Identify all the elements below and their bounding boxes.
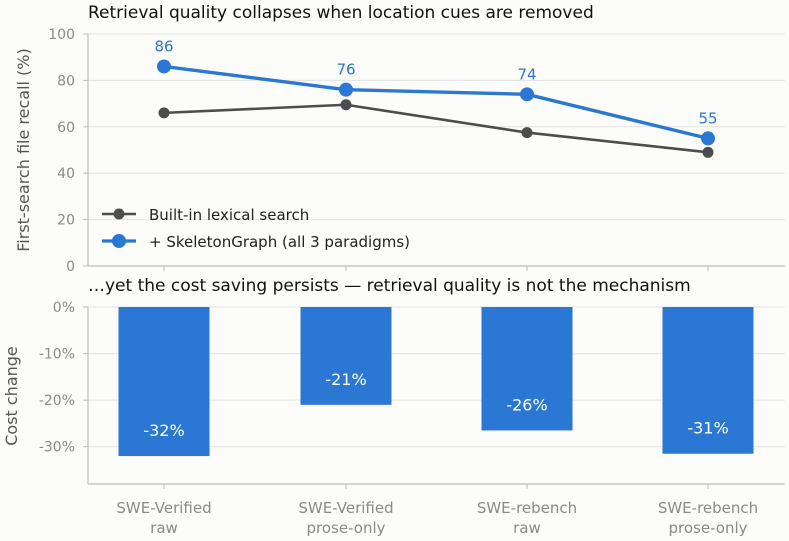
data-label: 55 — [698, 109, 717, 127]
bottom-bars: -32% -21% -26% -31% — [118, 307, 754, 457]
bottom-y-tick-label: 0% — [53, 300, 75, 316]
legend-label-lexical: Built-in lexical search — [149, 206, 309, 224]
data-point-skeleton — [701, 131, 715, 146]
top-y-tick-label: 20 — [57, 213, 75, 229]
top-chart-title: Retrieval quality collapses when locatio… — [88, 3, 594, 23]
x-category-label: SWE-rebench raw — [477, 499, 577, 537]
top-series-group: 86 76 74 55 — [154, 37, 718, 158]
bottom-x-ticks — [163, 484, 709, 489]
bar-value-label: -26% — [506, 395, 547, 414]
recall-line-chart: Retrieval quality collapses when locatio… — [14, 3, 785, 275]
bottom-y-tick-label: -30% — [39, 440, 75, 456]
bottom-y-tick-label: -10% — [39, 347, 75, 363]
cost-bar — [481, 307, 573, 431]
category-labels: SWE-Verified raw SWE-Verified prose-only SWE… — [116, 499, 758, 537]
x-category-label: SWE-Verified prose-only — [298, 499, 393, 537]
top-y-tick-label: 80 — [57, 73, 75, 89]
legend-marker-skeleton — [112, 234, 126, 248]
top-y-ticks: 0 20 40 60 80 100 — [48, 27, 88, 275]
series-line-lexical — [163, 103, 709, 154]
x-category-label: SWE-rebench prose-only — [658, 499, 758, 537]
bottom-chart-title: …yet the cost saving persists — retrieva… — [88, 276, 691, 296]
data-point-lexical — [340, 99, 352, 111]
x-category-label: SWE-Verified raw — [116, 499, 211, 537]
bar-value-label: -32% — [143, 421, 184, 440]
top-y-tick-label: 60 — [57, 120, 75, 136]
bar-value-label: -21% — [325, 370, 366, 389]
bottom-y-tick-label: -20% — [39, 393, 75, 409]
top-x-ticks — [163, 266, 709, 271]
top-y-tick-label: 100 — [48, 27, 75, 43]
data-point-lexical — [702, 146, 714, 158]
legend-label-skeleton: + SkeletonGraph (all 3 paradigms) — [149, 233, 410, 251]
top-y-axis-label: First-search file recall (%) — [14, 48, 33, 251]
top-y-tick-label: 40 — [57, 166, 75, 182]
cost-bar-chart: …yet the cost saving persists — retrieva… — [2, 276, 785, 537]
bottom-y-ticks: 0% -10% -20% -30% — [39, 300, 88, 456]
data-point-skeleton — [339, 82, 353, 97]
data-point-skeleton — [520, 87, 534, 102]
data-point-lexical — [158, 107, 170, 119]
series-line-skeleton — [163, 64, 709, 141]
cost-bar — [118, 307, 210, 457]
data-point-lexical — [521, 127, 533, 139]
data-label: 86 — [154, 37, 173, 55]
legend-marker-lexical — [113, 208, 125, 220]
legend: Built-in lexical search + SkeletonGraph … — [102, 206, 410, 251]
cost-bar — [662, 307, 754, 454]
top-y-tick-label: 0 — [66, 259, 75, 275]
data-point-skeleton — [157, 59, 171, 74]
bar-value-label: -31% — [687, 419, 728, 438]
cost-bar — [300, 307, 392, 405]
bottom-y-axis-label: Cost change — [2, 346, 21, 446]
data-label: 74 — [517, 65, 536, 83]
data-label: 76 — [336, 61, 355, 79]
